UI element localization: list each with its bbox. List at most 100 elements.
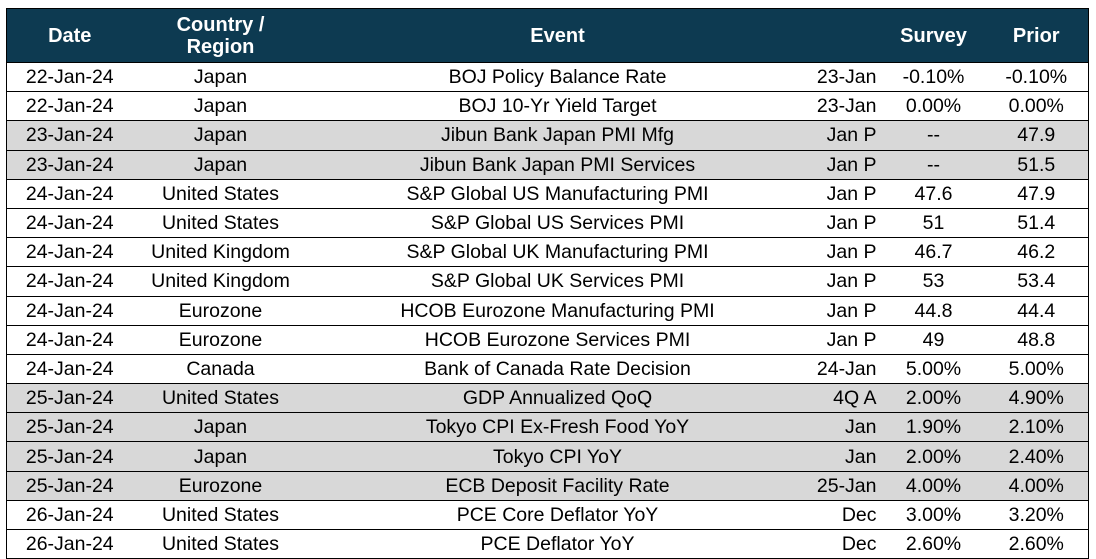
table-cell: Jan — [806, 412, 883, 442]
table-cell: 24-Jan-24 — [6, 207, 133, 238]
table-cell: 5.00% — [882, 353, 985, 384]
table-cell: 24-Jan-24 — [6, 353, 133, 384]
table-cell: 2.00% — [882, 383, 985, 413]
table-cell: S&P Global US Manufacturing PMI — [308, 178, 807, 209]
header-row: Date Country / Region Event Survey Prior — [6, 8, 1089, 63]
table-cell: Jibun Bank Japan PMI Mfg — [308, 120, 807, 151]
table-cell: Jan — [806, 441, 883, 472]
table-cell: 46.2 — [984, 237, 1089, 267]
table-row: 22-Jan-24 Japan BOJ 10-Yr Yield Target 23-J… — [6, 91, 1089, 121]
table-cell: 53.4 — [984, 266, 1089, 296]
header-cell: Event — [308, 8, 807, 63]
table-cell: Canada — [132, 353, 309, 384]
table-cell: Eurozone — [132, 470, 309, 501]
header-cell: Country / Region — [132, 8, 309, 63]
table-cell: BOJ Policy Balance Rate — [308, 61, 807, 92]
table-container: Date Country / Region Event Survey Prior… — [6, 8, 1089, 559]
table-cell: 48.8 — [984, 324, 1089, 355]
table-cell: Jan P — [806, 324, 883, 355]
table-row: 25-Jan-24 Japan Tokyo CPI Ex-Fresh Food Yo… — [6, 412, 1089, 442]
table-cell: GDP Annualized QoQ — [308, 383, 807, 413]
table-cell: 25-Jan — [806, 470, 883, 501]
table-cell: Bank of Canada Rate Decision — [308, 353, 807, 384]
header-cell: Date — [6, 8, 133, 63]
table-cell: 44.8 — [882, 295, 985, 326]
table-cell: 0.00% — [984, 91, 1089, 121]
table-row: 23-Jan-24 Japan Jibun Bank Japan PMI Mfg Ja… — [6, 120, 1089, 151]
table-cell: Tokyo CPI Ex-Fresh Food YoY — [308, 412, 807, 442]
table-cell: 25-Jan-24 — [6, 412, 133, 442]
table-cell: 46.7 — [882, 237, 985, 267]
table-cell: 2.60% — [882, 528, 985, 559]
table-cell: Jan P — [806, 237, 883, 267]
table-cell: 47.9 — [984, 178, 1089, 209]
table-cell: 51.5 — [984, 149, 1089, 180]
table-row: 24-Jan-24 United Kingdom S&P Global UK Man… — [6, 237, 1089, 267]
table-cell: -- — [882, 149, 985, 180]
table-cell: Jan P — [806, 295, 883, 326]
table-row: 24-Jan-24 United States S&P Global US Serv… — [6, 207, 1089, 238]
table-cell: S&P Global US Services PMI — [308, 207, 807, 238]
table-cell: 2.00% — [882, 441, 985, 472]
table-row: 25-Jan-24 United States GDP Annualized QoQ… — [6, 383, 1089, 413]
table-cell: 2.40% — [984, 441, 1089, 472]
table-cell: Japan — [132, 61, 309, 92]
table-cell: 23-Jan-24 — [6, 149, 133, 180]
table-cell: Jan P — [806, 120, 883, 151]
table-cell: United States — [132, 178, 309, 209]
table-cell: Jan P — [806, 266, 883, 296]
table-cell: 5.00% — [984, 353, 1089, 384]
table-cell: 4.90% — [984, 383, 1089, 413]
table-cell: Japan — [132, 91, 309, 121]
table-cell: Jibun Bank Japan PMI Services — [308, 149, 807, 180]
table-cell: S&P Global UK Services PMI — [308, 266, 807, 296]
table-cell: Japan — [132, 149, 309, 180]
table-cell: United States — [132, 499, 309, 530]
table-cell: Japan — [132, 441, 309, 472]
table-cell: -- — [882, 120, 985, 151]
table-cell: Eurozone — [132, 324, 309, 355]
table-cell: 24-Jan-24 — [6, 178, 133, 209]
table-cell: 3.00% — [882, 499, 985, 530]
table-cell: 24-Jan-24 — [6, 266, 133, 296]
table-cell: Dec — [806, 528, 883, 559]
table-cell: Jan P — [806, 178, 883, 209]
table-cell: Dec — [806, 499, 883, 530]
table-row: 24-Jan-24 United Kingdom S&P Global UK Ser… — [6, 266, 1089, 296]
table-cell: 23-Jan-24 — [6, 120, 133, 151]
table-cell: United Kingdom — [132, 266, 309, 296]
table-cell: HCOB Eurozone Manufacturing PMI — [308, 295, 807, 326]
table-cell: HCOB Eurozone Services PMI — [308, 324, 807, 355]
table-cell: United States — [132, 383, 309, 413]
table-cell: Japan — [132, 412, 309, 442]
table-cell: 53 — [882, 266, 985, 296]
table-cell: 51 — [882, 207, 985, 238]
table-cell: PCE Core Deflator YoY — [308, 499, 807, 530]
table-cell: 24-Jan-24 — [6, 237, 133, 267]
table-cell: Jan P — [806, 149, 883, 180]
table-cell: 44.4 — [984, 295, 1089, 326]
table-cell: 49 — [882, 324, 985, 355]
table-cell: 24-Jan-24 — [6, 295, 133, 326]
table-cell: 2.10% — [984, 412, 1089, 442]
table-cell: 0.00% — [882, 91, 985, 121]
table-cell: 4.00% — [984, 470, 1089, 501]
header-cell: Survey — [882, 8, 985, 63]
calendar-table: Date Country / Region Event Survey Prior… — [6, 8, 1089, 559]
table-row: 24-Jan-24 Eurozone HCOB Eurozone Manufactu… — [6, 295, 1089, 326]
table-row: 25-Jan-24 Japan Tokyo CPI YoY Jan 2.00% 2.40% — [6, 441, 1089, 472]
table-cell: 47.9 — [984, 120, 1089, 151]
table-cell: 24-Jan — [806, 353, 883, 384]
table-cell: 23-Jan — [806, 61, 883, 92]
table-cell: 1.90% — [882, 412, 985, 442]
table-cell: Eurozone — [132, 295, 309, 326]
table-cell: 51.4 — [984, 207, 1089, 238]
table-cell: 22-Jan-24 — [6, 61, 133, 92]
table-cell: 25-Jan-24 — [6, 441, 133, 472]
table-cell: 26-Jan-24 — [6, 499, 133, 530]
header-cell: Prior — [984, 8, 1089, 63]
table-cell: PCE Deflator YoY — [308, 528, 807, 559]
header-cell — [806, 8, 883, 63]
table-row: 22-Jan-24 Japan BOJ Policy Balance Rate 23-… — [6, 61, 1089, 92]
